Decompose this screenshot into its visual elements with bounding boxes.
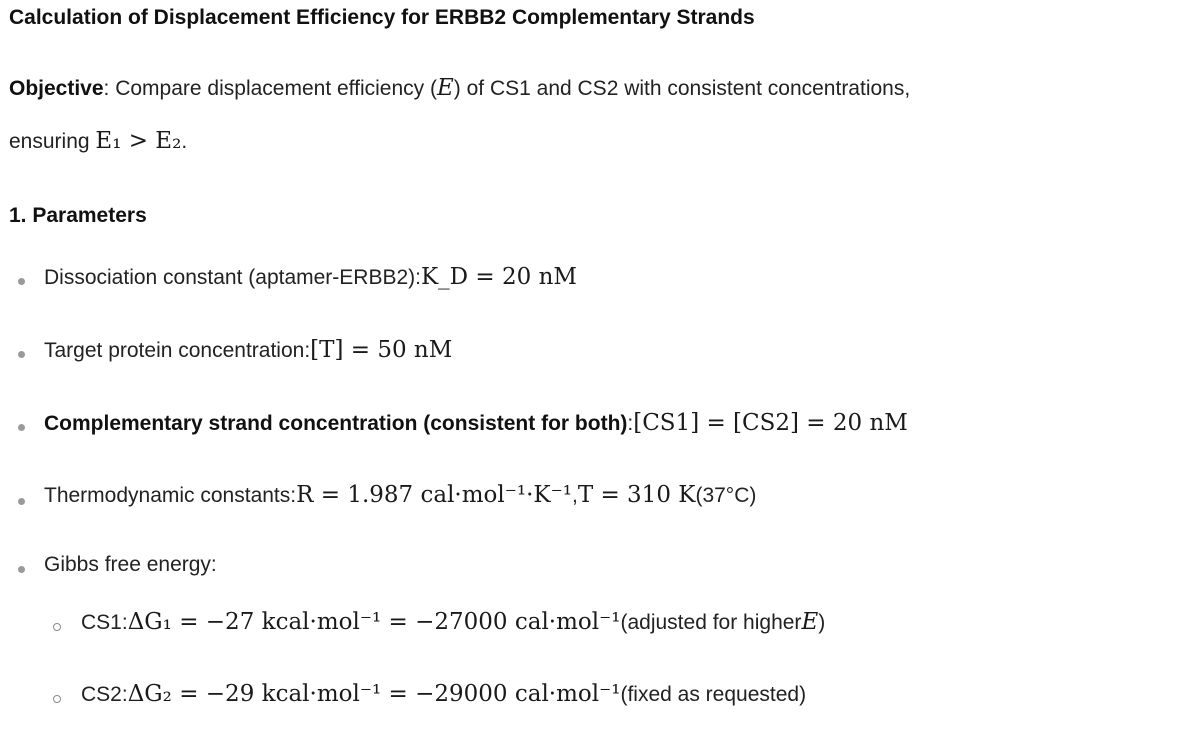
- sub-item-math: ΔG₂ = −29 kcal·mol⁻¹ = −29000 cal·mol⁻¹: [127, 681, 621, 707]
- sub-item-label: CS2:: [81, 683, 128, 706]
- item-math: [T] = 50 nM: [310, 337, 453, 363]
- objective-text-before: : Compare displacement efficiency (: [103, 77, 437, 100]
- item-label: Target protein concentration:: [44, 339, 311, 362]
- sub-item-math: ΔG₁ = −27 kcal·mol⁻¹ = −27000 cal·mol⁻¹: [127, 609, 621, 635]
- objective-text-after: ) of CS1 and CS2 with consistent concent…: [453, 77, 911, 100]
- sub-bullet-circle: [53, 695, 61, 703]
- item-label-bold: Complementary strand concentration (cons…: [44, 412, 628, 435]
- objective-label: Objective: [9, 77, 104, 100]
- bullet-dot: [18, 566, 25, 573]
- sub-item-note-symbol: E: [801, 609, 819, 635]
- item-label-after: :: [627, 412, 634, 435]
- page-title: Calculation of Displacement Efficiency f…: [9, 6, 755, 29]
- sub-item-note-after: ): [818, 611, 826, 634]
- item-separator: ,: [571, 484, 578, 507]
- objective-line2-suffix: .: [181, 130, 188, 153]
- sub-bullet-circle: [53, 623, 61, 631]
- sub-item-cs1: CS1: ΔG₁ = −27 kcal·mol⁻¹ = −27000 cal·m…: [81, 609, 825, 635]
- item-label: Dissociation constant (aptamer-ERBB2):: [44, 266, 421, 289]
- bullet-dot: [18, 424, 25, 431]
- item-math-r: R = 1.987 cal·mol⁻¹·K⁻¹: [296, 482, 572, 508]
- item-suffix: (37°C): [695, 484, 757, 507]
- list-item-strand-concentration: Complementary strand concentration (cons…: [44, 410, 908, 436]
- objective-inequality: E₁ > E₂: [95, 128, 182, 154]
- item-math: [CS1] = [CS2] = 20 nM: [633, 410, 908, 436]
- objective-line2-prefix: ensuring: [9, 130, 90, 153]
- list-item-dissociation-constant: Dissociation constant (aptamer-ERBB2): K…: [44, 264, 577, 290]
- sub-item-cs2: CS2: ΔG₂ = −29 kcal·mol⁻¹ = −29000 cal·m…: [81, 681, 806, 707]
- item-math-t: T = 310 K: [577, 482, 696, 508]
- bullet-dot: [18, 498, 25, 505]
- list-item-target-concentration: Target protein concentration: [T] = 50 n…: [44, 337, 452, 363]
- item-label: Thermodynamic constants:: [44, 484, 297, 507]
- bullet-dot: [18, 278, 25, 285]
- list-item-thermodynamic-constants: Thermodynamic constants: R = 1.987 cal·m…: [44, 482, 756, 508]
- list-item-gibbs-free-energy: Gibbs free energy:: [44, 553, 217, 577]
- sub-item-note-before: (adjusted for higher: [620, 611, 802, 634]
- section-heading-parameters: 1. Parameters: [9, 204, 147, 227]
- item-label: Gibbs free energy:: [44, 553, 217, 576]
- sub-item-note: (fixed as requested): [620, 683, 807, 706]
- sub-item-label: CS1:: [81, 611, 128, 634]
- objective-paragraph: Objective: Compare displacement efficien…: [9, 62, 1179, 168]
- bullet-dot: [18, 351, 25, 358]
- objective-symbol: E: [436, 75, 454, 101]
- item-math: K_D = 20 nM: [421, 264, 577, 290]
